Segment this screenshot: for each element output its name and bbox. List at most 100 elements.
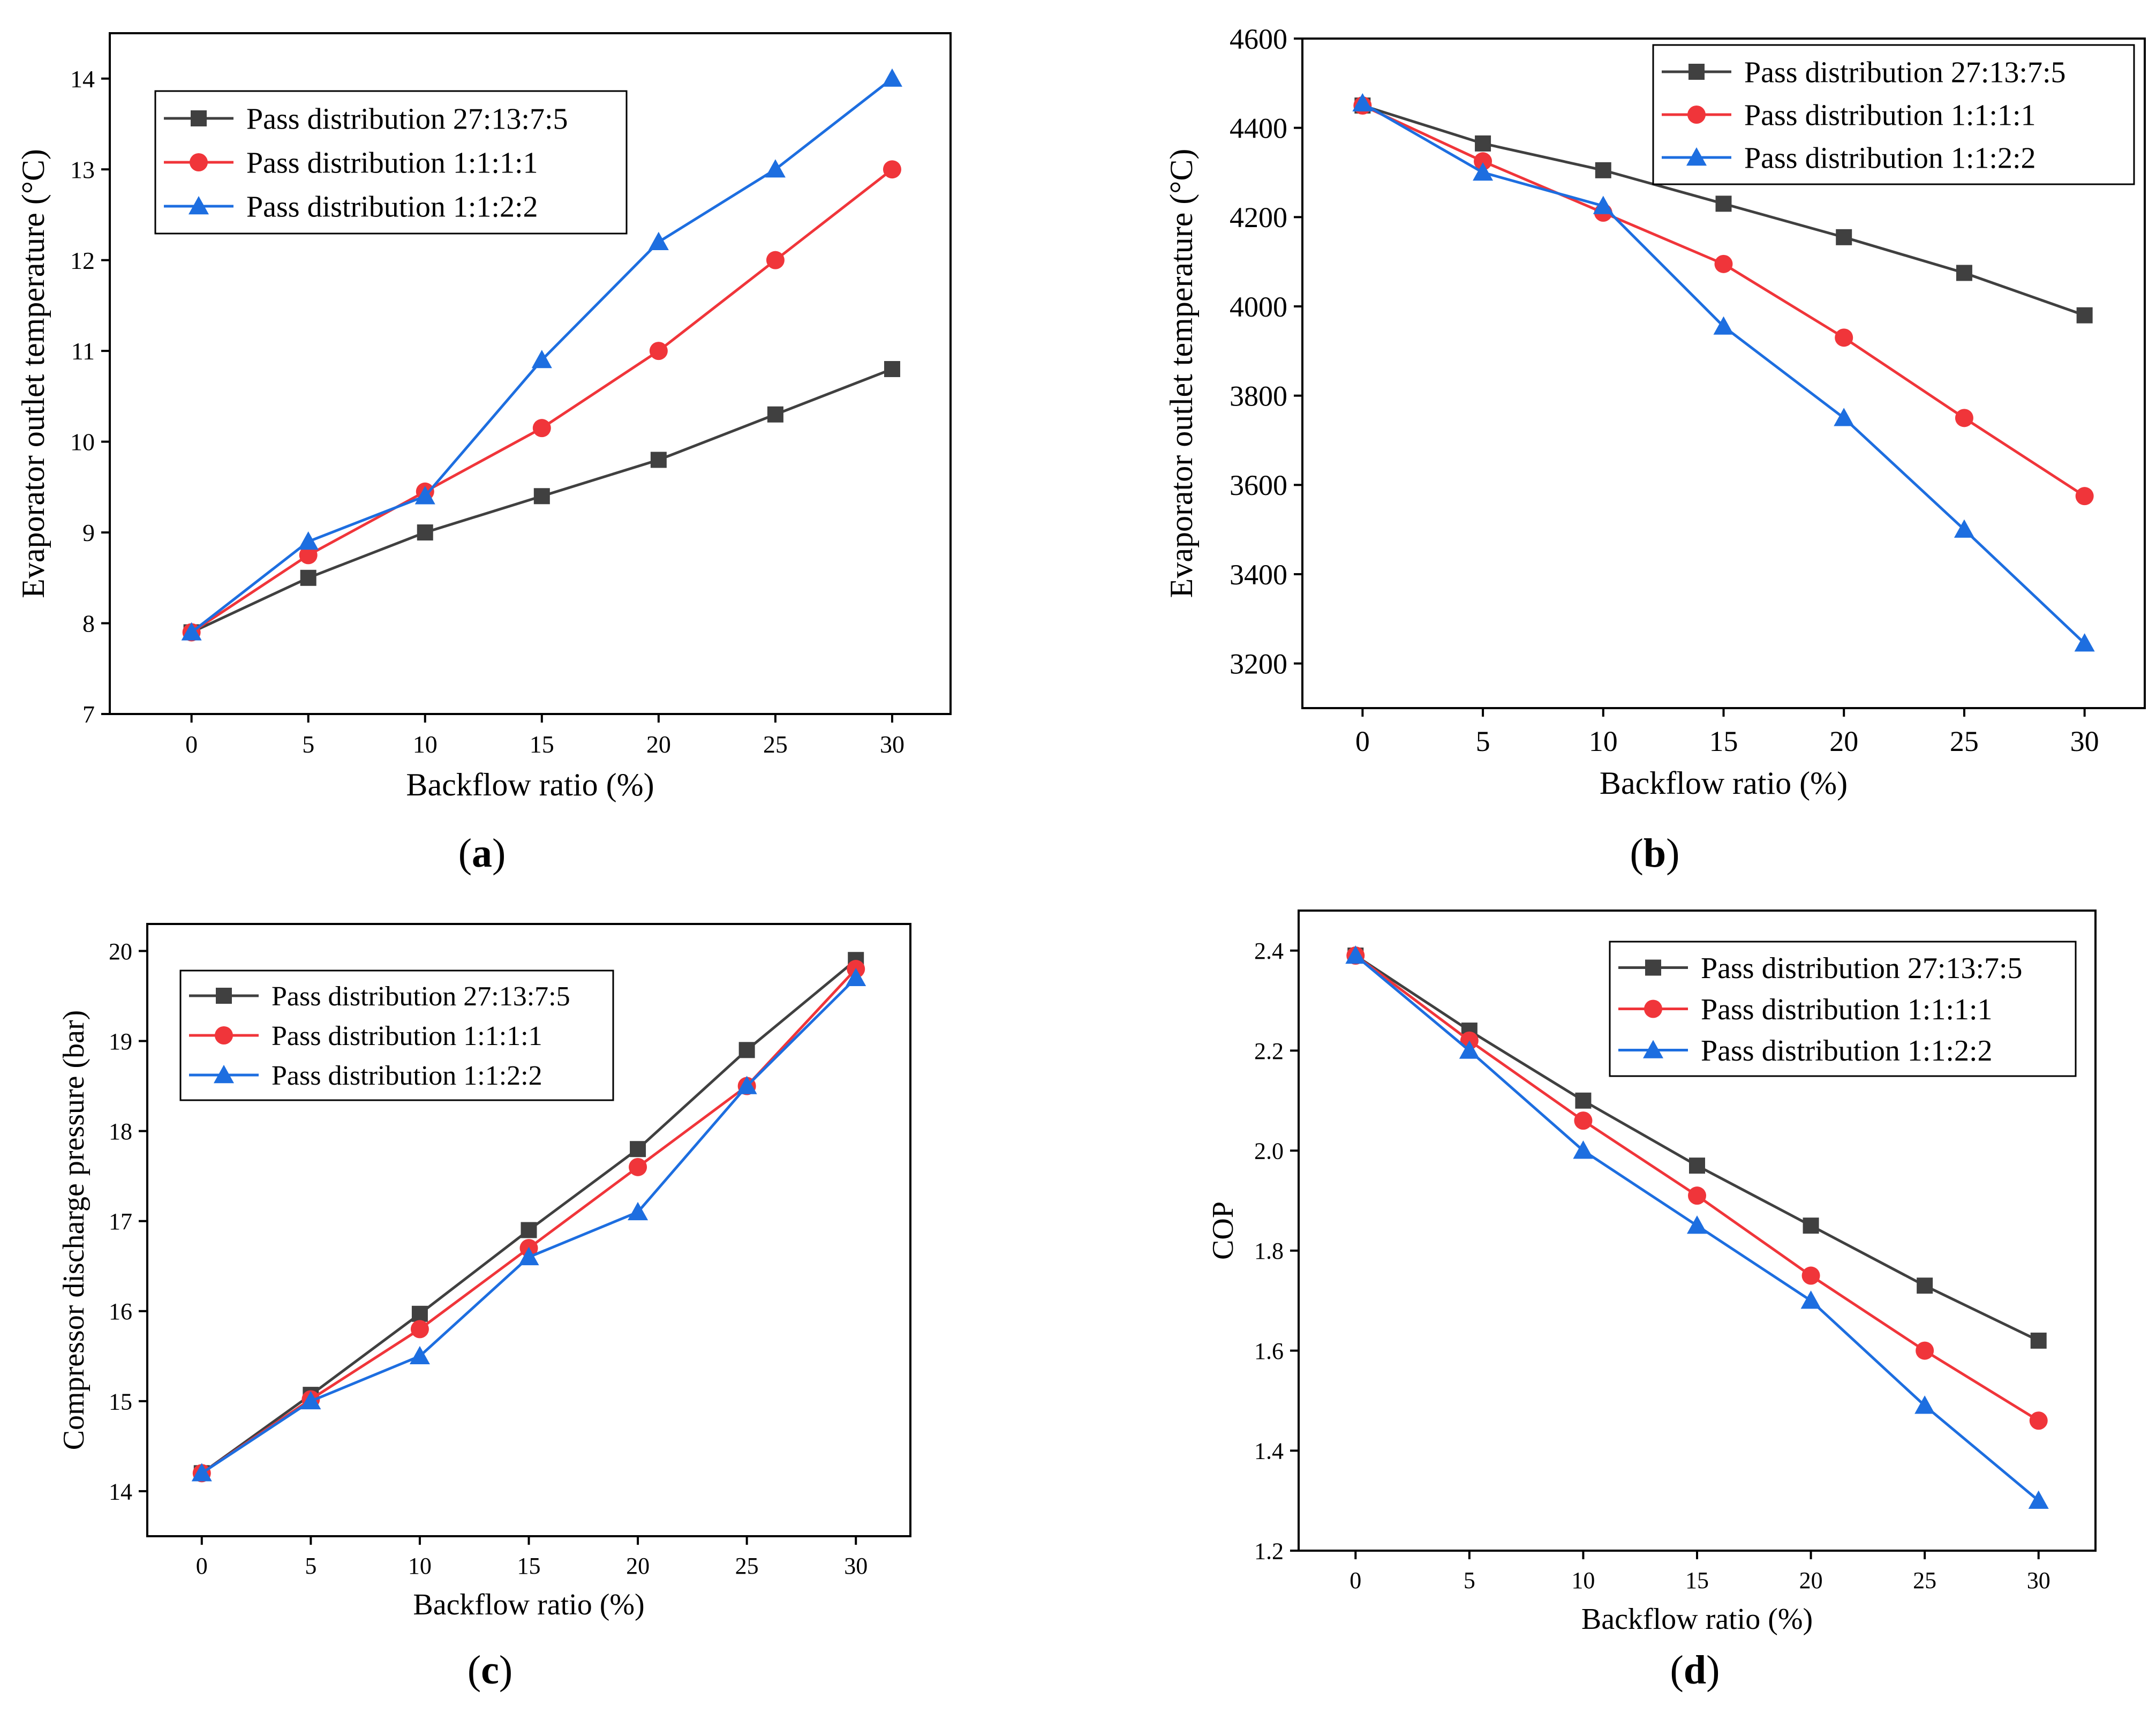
- panel-caption: (d): [1670, 1648, 1720, 1693]
- data-point: [1595, 162, 1611, 178]
- y-tick-label: 2.2: [1254, 1038, 1284, 1064]
- x-tick-label: 20: [646, 731, 671, 758]
- data-point: [1916, 1341, 1934, 1360]
- data-point: [1803, 1218, 1819, 1234]
- x-tick-label: 20: [1829, 725, 1858, 757]
- legend-label: Pass distribution 1:1:2:2: [1701, 1034, 1993, 1068]
- y-tick-label: 20: [109, 938, 132, 965]
- data-point: [1593, 196, 1614, 214]
- y-tick-label: 19: [109, 1028, 132, 1055]
- panel-caption: (b): [1630, 831, 1680, 876]
- data-point: [628, 1201, 649, 1221]
- x-axis-label: Backflow ratio (%): [413, 1588, 644, 1621]
- data-point: [410, 1320, 429, 1339]
- data-point: [2075, 487, 2094, 506]
- y-tick-label: 3800: [1230, 380, 1287, 412]
- data-point: [1917, 1277, 1933, 1294]
- panel-caption: (a): [458, 831, 506, 876]
- data-point: [2074, 633, 2095, 652]
- y-tick-label: 4200: [1230, 201, 1287, 234]
- x-tick-label: 10: [413, 731, 438, 758]
- legend-label: Pass distribution 1:1:1:1: [272, 1021, 542, 1051]
- x-tick-label: 20: [626, 1553, 650, 1579]
- data-point: [531, 350, 552, 369]
- data-point: [532, 419, 551, 438]
- x-tick-label: 25: [763, 731, 788, 758]
- data-point: [414, 486, 435, 505]
- y-tick-label: 2.0: [1254, 1138, 1284, 1164]
- legend-marker: [1643, 1040, 1663, 1058]
- y-tick-label: 8: [82, 610, 95, 637]
- data-point: [417, 524, 433, 541]
- legend-marker: [190, 153, 208, 171]
- data-point: [767, 406, 783, 423]
- panel-caption-letter: d: [1684, 1648, 1706, 1693]
- panel-caption-letter: a: [472, 831, 492, 876]
- y-tick-label: 3400: [1230, 559, 1287, 591]
- y-tick-label: 12: [70, 247, 95, 274]
- x-tick-label: 5: [305, 1553, 316, 1579]
- x-tick-label: 15: [1685, 1567, 1709, 1594]
- x-axis-label: Backflow ratio (%): [406, 767, 654, 802]
- y-tick-label: 14: [109, 1478, 132, 1505]
- x-tick-label: 5: [1476, 725, 1490, 757]
- data-point: [846, 967, 866, 987]
- y-tick-label: 1.6: [1254, 1338, 1284, 1364]
- x-tick-label: 30: [880, 731, 904, 758]
- legend-marker: [1645, 959, 1661, 976]
- legend-label: Pass distribution 1:1:2:2: [272, 1061, 542, 1091]
- legend-label: Pass distribution 27:13:7:5: [1744, 56, 2066, 89]
- series-line-2: [191, 168, 893, 634]
- data-point: [1914, 1395, 1935, 1414]
- data-point: [1459, 1040, 1480, 1059]
- data-point: [1688, 1186, 1706, 1205]
- data-point: [1713, 316, 1734, 335]
- data-point: [191, 1463, 212, 1482]
- data-point: [1954, 519, 1974, 538]
- legend-marker: [189, 196, 209, 215]
- data-point: [1955, 409, 1973, 427]
- legend-marker: [216, 988, 232, 1004]
- y-tick-label: 7: [82, 701, 95, 728]
- x-tick-label: 10: [408, 1553, 432, 1579]
- data-point: [1715, 196, 1732, 212]
- y-tick-label: 3200: [1230, 648, 1287, 680]
- legend-box: [154, 90, 628, 235]
- data-point: [2029, 1411, 2048, 1430]
- chart-panel-c: 0 5 10 15 20 25 30 14 15 16 17 18 19 20 Backflow ratio…: [57, 923, 911, 1693]
- legend-label: Pass distribution 1:1:2:2: [1744, 142, 2036, 175]
- legend-label: Pass distribution 1:1:2:2: [246, 191, 538, 224]
- data-point: [533, 488, 550, 505]
- y-tick-label: 15: [109, 1388, 132, 1415]
- legend-marker: [1688, 64, 1705, 80]
- data-point: [736, 1076, 757, 1094]
- y-tick-label: 18: [109, 1118, 132, 1145]
- data-point: [409, 1346, 430, 1365]
- y-tick-label: 13: [70, 156, 95, 183]
- legend-label: Pass distribution 27:13:7:5: [272, 981, 570, 1012]
- data-point: [521, 1222, 537, 1238]
- legend-box: [1652, 44, 2135, 185]
- y-tick-label: 4000: [1230, 291, 1287, 323]
- data-point: [1573, 1140, 1594, 1159]
- data-point: [300, 569, 316, 586]
- data-point: [766, 251, 785, 269]
- chart-panel-a: 0 5 10 15 20 25 30 7 8 9 10 11 12 13 14 Backflow ratio …: [16, 32, 952, 876]
- x-tick-label: 0: [185, 731, 198, 758]
- x-tick-label: 25: [735, 1553, 759, 1579]
- data-point: [300, 1391, 321, 1410]
- x-tick-label: 0: [1355, 725, 1370, 757]
- y-tick-label: 1.8: [1254, 1238, 1284, 1264]
- legend-label: Pass distribution 1:1:1:1: [1744, 99, 2036, 132]
- x-tick-label: 15: [530, 731, 554, 758]
- data-point: [2076, 307, 2093, 324]
- chart-panel-b: 0 5 10 15 20 25 30 3200 3400 3600 3800 4000 4200 4400…: [1164, 23, 2146, 876]
- data-point: [1687, 1215, 1707, 1234]
- y-axis-label: Evaporator outlet temperature (°C): [16, 149, 51, 598]
- y-tick-label: 17: [109, 1208, 132, 1235]
- data-point: [1352, 93, 1373, 112]
- data-point: [299, 546, 318, 565]
- y-tick-label: 16: [109, 1298, 132, 1325]
- chart-panel-d: 0 5 10 15 20 25 30 1.2 1.4 1.6 1.8 2.0 2.2 2.4 Backflo…: [1207, 910, 2097, 1693]
